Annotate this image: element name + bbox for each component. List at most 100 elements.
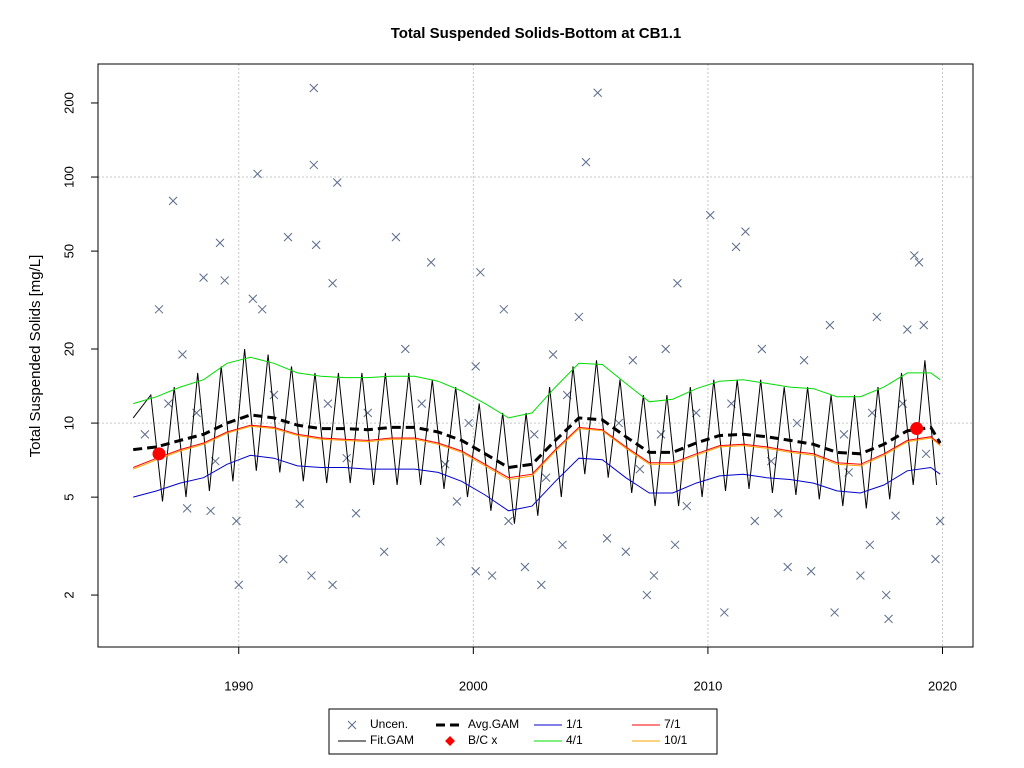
data-point xyxy=(537,580,546,590)
data-point xyxy=(783,562,793,572)
data-point xyxy=(881,590,891,600)
legend-label: 4/1 xyxy=(566,733,583,747)
data-point xyxy=(426,258,436,267)
data-point xyxy=(328,278,337,288)
data-point xyxy=(309,83,319,93)
data-point xyxy=(323,399,333,408)
data-point xyxy=(309,160,319,170)
data-point xyxy=(581,157,591,167)
data-point xyxy=(825,320,835,330)
data-point xyxy=(234,580,244,590)
y-tick-label: 5 xyxy=(61,494,76,501)
data-point xyxy=(220,276,230,285)
series-line xyxy=(133,454,941,512)
data-point xyxy=(436,537,445,546)
data-point xyxy=(856,571,865,580)
legend-label: B/C x xyxy=(468,733,497,747)
data-point xyxy=(307,571,316,580)
data-point xyxy=(452,497,462,506)
data-point xyxy=(830,608,839,617)
series-line xyxy=(133,424,941,479)
data-point xyxy=(884,614,893,624)
data-point xyxy=(792,418,802,428)
legend-swatch xyxy=(445,736,455,746)
data-point xyxy=(476,267,485,277)
x-tick-label: 1990 xyxy=(224,678,253,693)
data-point xyxy=(731,242,741,252)
y-tick-label: 2 xyxy=(61,591,76,598)
data-point xyxy=(773,508,783,518)
data-point xyxy=(440,459,450,469)
data-point xyxy=(910,251,919,260)
data-point xyxy=(839,429,849,439)
data-point xyxy=(621,547,631,557)
series-line xyxy=(133,425,941,481)
data-point xyxy=(902,325,912,334)
data-point xyxy=(278,554,288,564)
data-point xyxy=(529,429,539,439)
legend-label: 7/1 xyxy=(664,717,681,731)
data-point xyxy=(257,304,267,314)
axes: 1990 2000 2010 2020 2 5 10 20 50 100 200 xyxy=(61,92,957,693)
data-point xyxy=(558,540,567,550)
data-point xyxy=(351,508,361,518)
data-point xyxy=(661,344,671,354)
data-point xyxy=(168,196,178,206)
data-point xyxy=(140,429,150,439)
data-point xyxy=(682,501,692,511)
data-point xyxy=(152,447,166,461)
data-point xyxy=(865,540,875,550)
data-point xyxy=(363,408,373,418)
data-point xyxy=(799,355,809,365)
data-point xyxy=(248,294,258,304)
data-point xyxy=(750,516,760,526)
data-point xyxy=(253,169,262,179)
data-point xyxy=(520,562,530,572)
data-point xyxy=(499,304,509,314)
legend-label: Avg.GAM xyxy=(468,717,519,731)
data-point xyxy=(705,210,715,220)
plot-marks xyxy=(132,83,945,624)
data-point xyxy=(178,350,187,359)
data-point xyxy=(642,590,652,600)
data-point xyxy=(541,473,551,483)
x-tick-label: 2000 xyxy=(459,678,488,693)
data-point xyxy=(487,571,497,580)
data-point xyxy=(504,516,513,526)
legend-label: 10/1 xyxy=(664,733,688,747)
data-point xyxy=(379,547,389,557)
data-point xyxy=(806,566,816,576)
data-point xyxy=(891,511,900,521)
data-point xyxy=(757,344,767,354)
x-tick-label: 2010 xyxy=(693,678,722,693)
plot-frame xyxy=(97,63,974,648)
legend-label: Fit.GAM xyxy=(370,733,414,747)
data-point xyxy=(295,499,305,509)
data-point xyxy=(602,533,612,543)
legend-label: 1/1 xyxy=(566,717,583,731)
data-point xyxy=(471,566,481,576)
data-point xyxy=(347,720,357,730)
data-point xyxy=(910,422,924,436)
data-point xyxy=(154,304,164,314)
data-point xyxy=(931,554,940,564)
series-line xyxy=(133,356,941,419)
data-point xyxy=(593,88,603,98)
data-point xyxy=(391,232,401,242)
data-point xyxy=(215,238,225,248)
data-point xyxy=(342,453,352,463)
data-point xyxy=(656,429,666,439)
data-point xyxy=(614,418,624,428)
data-point xyxy=(635,464,645,474)
data-point xyxy=(741,227,750,236)
data-point xyxy=(400,344,410,354)
data-point xyxy=(332,178,342,187)
data-point xyxy=(311,240,321,250)
data-point xyxy=(919,320,929,330)
data-point xyxy=(232,516,241,526)
data-point xyxy=(182,504,192,513)
data-point xyxy=(670,540,680,550)
data-point xyxy=(872,312,882,322)
grid xyxy=(98,64,973,647)
